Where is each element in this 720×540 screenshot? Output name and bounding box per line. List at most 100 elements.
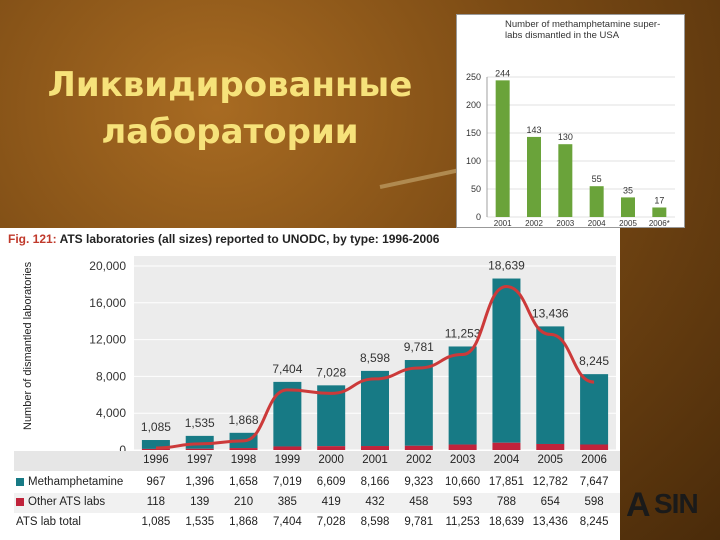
total-data-label: 1,535: [185, 416, 215, 430]
table-cell: 2006: [581, 454, 607, 466]
scale-beam-decoration: [379, 168, 459, 189]
inset-data-label: 35: [623, 185, 633, 195]
table-cell: 9,781: [404, 516, 434, 528]
ats-labs-figure: Fig. 121: ATS laboratories (all sizes) r…: [0, 228, 620, 540]
bar-methamphetamine: [536, 326, 565, 444]
table-cell: 1996: [143, 454, 169, 466]
legend-swatch: [16, 477, 24, 486]
bar-other-ats: [404, 445, 433, 450]
total-data-label: 8,598: [360, 351, 390, 365]
inset-bar: [495, 80, 510, 217]
total-data-label: 9,781: [404, 340, 434, 354]
slide-title: Ликвидированные лаборатории: [47, 65, 413, 152]
bar-other-ats: [448, 444, 477, 450]
bar-other-ats: [492, 442, 521, 450]
table-cell: 13,436: [532, 516, 568, 528]
table-cell: 7,647: [579, 476, 609, 488]
table-cell: 2001: [362, 454, 388, 466]
inset-bar: [527, 136, 541, 217]
inset-data-label: 244: [495, 68, 510, 78]
inset-bar: [589, 186, 604, 217]
table-cell: 967: [146, 476, 166, 488]
inset-x-tick-label: 2004: [588, 219, 606, 227]
table-cell: 11,253: [445, 516, 480, 528]
table-cell: 1,658: [229, 476, 258, 488]
table-cell: 8,166: [360, 476, 390, 488]
inset-bar: [621, 197, 635, 217]
total-data-label: 13,436: [532, 306, 569, 320]
table-cell: 593: [453, 496, 473, 508]
table-cell: 118: [146, 496, 166, 508]
table-cell: 1997: [186, 454, 213, 466]
bar-methamphetamine: [492, 278, 521, 443]
table-cell: 7,019: [272, 476, 302, 488]
table-cell: 7,404: [272, 516, 302, 528]
bar-other-ats: [273, 446, 302, 450]
inset-y-tick-label: 150: [466, 128, 481, 138]
inset-data-label: 143: [526, 125, 541, 135]
legend-swatch: [16, 497, 24, 506]
table-row-methamphetamine: Methamphetamine 967 1,396 1,658 7,019 6,609 8,…: [14, 473, 620, 493]
bar-other-ats: [185, 448, 214, 450]
table-cell: 12,782: [532, 476, 568, 488]
table-row-label: Other ATS labs: [16, 496, 105, 508]
inset-bar: [558, 144, 573, 217]
y-tick-label: 0: [119, 443, 126, 457]
figure-title: Fig. 121: ATS laboratories (all sizes) r…: [8, 232, 439, 246]
table-cell: 1,535: [185, 516, 215, 528]
total-data-label: 11,253: [445, 326, 481, 340]
table-cell: 419: [321, 496, 341, 508]
inset-data-label: 130: [558, 132, 573, 142]
logo-mark: A: [626, 486, 651, 524]
bar-other-ats: [580, 444, 609, 450]
figure-title-text: ATS laboratories (all sizes) reported to…: [59, 232, 440, 246]
table-cell: 598: [584, 496, 604, 508]
inset-y-tick-label: 0: [476, 212, 481, 222]
bar-methamphetamine: [141, 440, 170, 449]
total-data-label: 1,085: [141, 420, 171, 434]
bar-other-ats: [317, 446, 346, 450]
us-superlabs-chart: Number of methamphetamine super-labs dis…: [456, 14, 685, 228]
total-data-label: 8,245: [579, 354, 609, 368]
table-cell: 1998: [230, 454, 257, 466]
table-row-label-text: ATS lab total: [16, 516, 81, 528]
y-tick-label: 4,000: [96, 406, 126, 420]
table-cell: 210: [233, 496, 254, 508]
table-cell: 18,639: [488, 516, 525, 528]
table-row-total: ATS lab total 1,085 1,535 1,868 7,404 7,028 8,…: [14, 513, 620, 533]
table-cell: 8,245: [579, 516, 609, 528]
table-cell: 2000: [318, 454, 344, 466]
inset-y-tick-label: 50: [471, 184, 481, 194]
table-cell: 10,660: [445, 476, 481, 488]
bar-other-ats: [229, 448, 258, 450]
table-row-label: Methamphetamine: [16, 476, 123, 488]
table-cell: 9,323: [404, 476, 434, 488]
inset-x-tick-label: 2002: [525, 219, 543, 227]
total-data-label: 1,868: [229, 413, 259, 427]
table-cell: 2005: [537, 454, 564, 466]
ats-labs-chart-svg: 0 4,000 8,000 12,000 16,000 20,000 1,085 1,535 1…: [89, 256, 616, 457]
y-tick-label: 8,000: [96, 369, 126, 383]
table-header-row: 1996 1997 1998 1999 2000 2001 2002 2003 2004 2005…: [14, 451, 620, 471]
bar-methamphetamine: [580, 374, 609, 445]
bar-methamphetamine: [448, 346, 477, 445]
inset-y-tick-label: 100: [466, 156, 481, 166]
bar-other-ats: [536, 443, 565, 450]
table-cell: 17,851: [488, 476, 525, 488]
table-cell: 139: [190, 496, 210, 508]
table-cell: 8,598: [360, 516, 390, 528]
table-cell: 1,396: [185, 476, 215, 488]
inset-data-label: 17: [654, 195, 664, 205]
inset-x-tick-label: 2005: [619, 219, 637, 227]
inset-x-tick-label: 2006*: [649, 219, 670, 227]
inset-data-label: 55: [592, 174, 602, 184]
table-cell: 6,609: [316, 476, 346, 488]
table-row-other-ats: Other ATS labs 118 139 210 385 419 432 458 593 78…: [14, 493, 620, 513]
inset-x-tick-label: 2003: [556, 219, 574, 227]
y-tick-label: 12,000: [89, 333, 126, 347]
table-row-label-text: Other ATS labs: [28, 496, 106, 508]
table-cell: 654: [540, 496, 560, 508]
total-data-label: 7,028: [316, 365, 346, 379]
logo: A SIN: [624, 484, 716, 534]
table-row-label-text: Methamphetamine: [28, 476, 124, 488]
